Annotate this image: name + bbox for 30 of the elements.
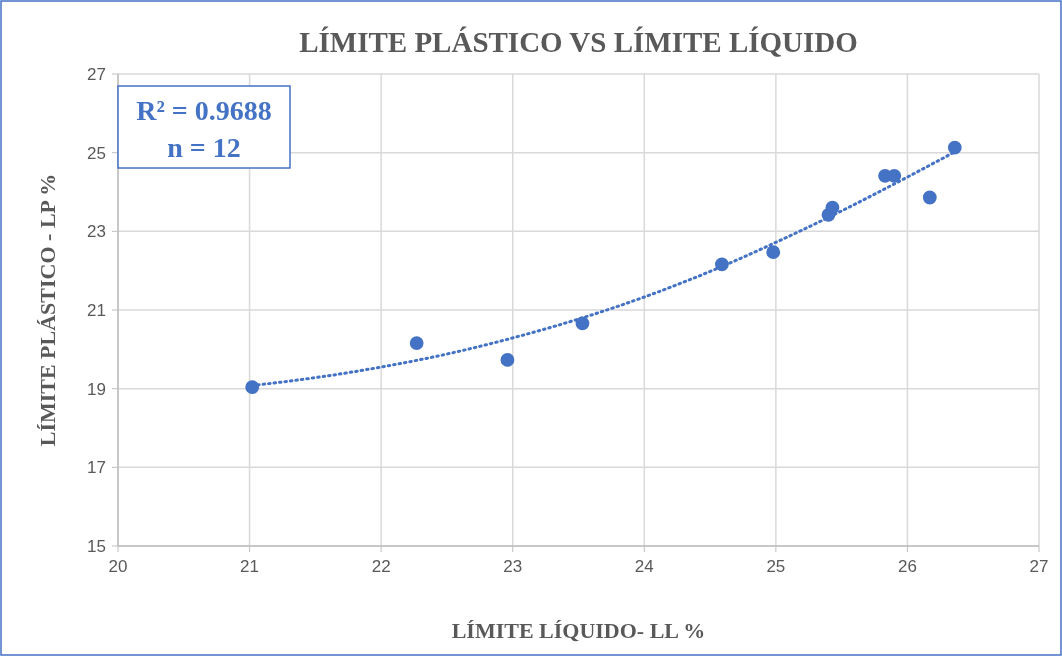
- x-tick-label: 23: [503, 557, 523, 576]
- point: [825, 200, 840, 215]
- y-tick-label: 15: [87, 537, 106, 556]
- x-tick-label: 21: [240, 557, 260, 576]
- point: [947, 140, 962, 155]
- point: [500, 353, 515, 367]
- x-tick-label: 24: [634, 557, 654, 576]
- x-axis-title: LÍMITE LÍQUIDO- LL %: [451, 618, 706, 643]
- point: [766, 245, 781, 260]
- x-tick-label: 26: [897, 557, 917, 576]
- x-tick-label: 27: [1029, 557, 1049, 576]
- y-tick-label: 21: [87, 301, 106, 320]
- y-tick-label: 17: [87, 458, 106, 478]
- point: [245, 380, 260, 394]
- point: [575, 316, 590, 331]
- y-tick-label: 19: [87, 379, 106, 399]
- x-tick-label: 25: [766, 557, 786, 576]
- annotation: n = 12: [167, 132, 241, 163]
- x-tick-label: 20: [108, 557, 128, 576]
- y-tick-label: 25: [87, 143, 106, 163]
- point: [715, 257, 729, 272]
- y-tick-label: 27: [87, 65, 106, 84]
- x-tick-label: 22: [371, 557, 391, 576]
- y-tick-label: 23: [87, 222, 106, 242]
- annotation: R² = 0.9688: [136, 95, 272, 126]
- y-axis-title: LÍMITE PLÁSTICO - LP %: [35, 173, 60, 447]
- point: [409, 336, 424, 350]
- point: [887, 168, 902, 183]
- chart-title: LÍMITE PLÁSTICO VS LÍMITE LÍQUIDO: [299, 26, 858, 58]
- point: [922, 190, 937, 205]
